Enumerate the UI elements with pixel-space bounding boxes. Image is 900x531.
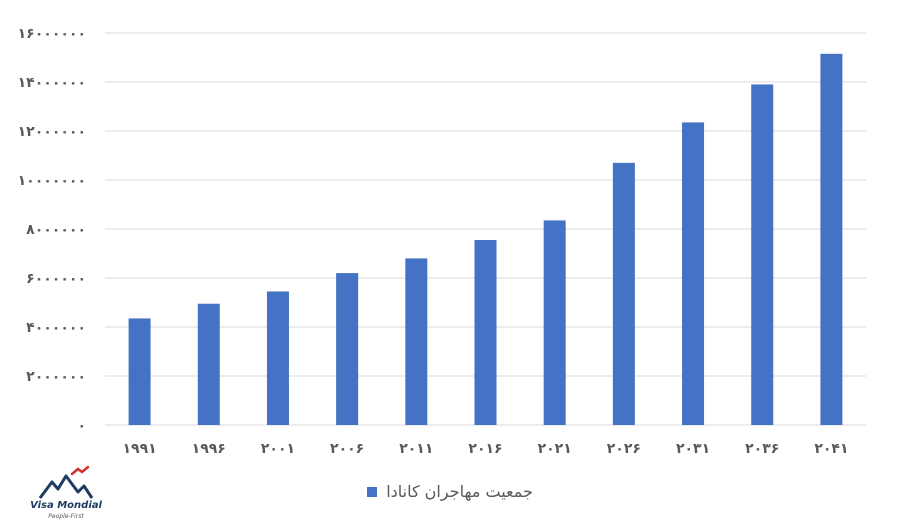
bar (682, 122, 705, 426)
bar (820, 53, 843, 425)
bar (543, 220, 566, 425)
bars (128, 53, 843, 426)
y-tick-label: ۶۰۰۰۰۰۰ (26, 271, 86, 287)
y-tick-label: ۱۰۰۰۰۰۰۰ (18, 173, 86, 189)
bar (266, 291, 289, 425)
mountain-logo-icon (38, 466, 94, 499)
y-tick-label: ۱۴۰۰۰۰۰۰ (18, 75, 86, 91)
bar-chart: ۰ ۲۰۰۰۰۰۰ ۴۰۰۰۰۰۰ ۶۰۰۰۰۰۰ ۸۰۰۰۰۰۰ ۱۰۰۰۰۰۰۰ ۱۲۰… (18, 26, 866, 457)
visa-mondial-logo: Visa Mondial People-First (26, 466, 106, 528)
x-tick-label: ۲۰۱۱ (399, 441, 433, 457)
bar (751, 84, 774, 425)
y-axis-ticks: ۰ ۲۰۰۰۰۰۰ ۴۰۰۰۰۰۰ ۶۰۰۰۰۰۰ ۸۰۰۰۰۰۰ ۱۰۰۰۰۰۰۰ ۱۲۰… (18, 26, 86, 434)
x-tick-label: ۱۹۹۱ (122, 441, 156, 457)
x-axis-ticks: ۱۹۹۱ ۱۹۹۶ ۲۰۰۱ ۲۰۰۶ ۲۰۱۱ ۲۰۱۶ ۲۰۲۱ ۲۰۲۶ ۲۰۳۱ ۲۰۳۶… (122, 441, 848, 457)
bar (405, 258, 428, 425)
y-tick-label: ۰ (77, 418, 86, 434)
x-tick-label: ۲۰۲۶ (607, 441, 641, 457)
x-tick-label: ۲۰۰۱ (261, 441, 295, 457)
logo-name: Visa Mondial (30, 500, 102, 511)
x-tick-label: ۲۰۲۱ (538, 441, 572, 457)
legend: جمعیت مهاجران کانادا (0, 481, 900, 501)
x-tick-label: ۱۹۹۶ (192, 441, 226, 457)
bar (128, 318, 151, 425)
bar (474, 240, 497, 425)
y-tick-label: ۸۰۰۰۰۰۰ (26, 222, 86, 238)
x-tick-label: ۲۰۰۶ (330, 441, 364, 457)
y-tick-label: ۱۶۰۰۰۰۰۰ (18, 26, 86, 42)
gridlines (105, 32, 866, 426)
bar (336, 273, 359, 425)
bar (197, 303, 220, 425)
legend-label: جمعیت مهاجران کانادا (386, 482, 533, 501)
y-tick-label: ۴۰۰۰۰۰۰ (26, 320, 86, 336)
y-tick-label: ۱۲۰۰۰۰۰۰ (18, 124, 86, 140)
x-tick-label: ۲۰۴۱ (814, 441, 848, 457)
x-tick-label: ۲۰۱۶ (468, 441, 502, 457)
y-tick-label: ۲۰۰۰۰۰۰ (26, 369, 86, 385)
x-tick-label: ۲۰۳۱ (676, 441, 710, 457)
logo-tagline: People-First (48, 513, 84, 520)
legend-swatch (367, 486, 378, 497)
x-tick-label: ۲۰۳۶ (745, 441, 779, 457)
bar (612, 162, 635, 425)
